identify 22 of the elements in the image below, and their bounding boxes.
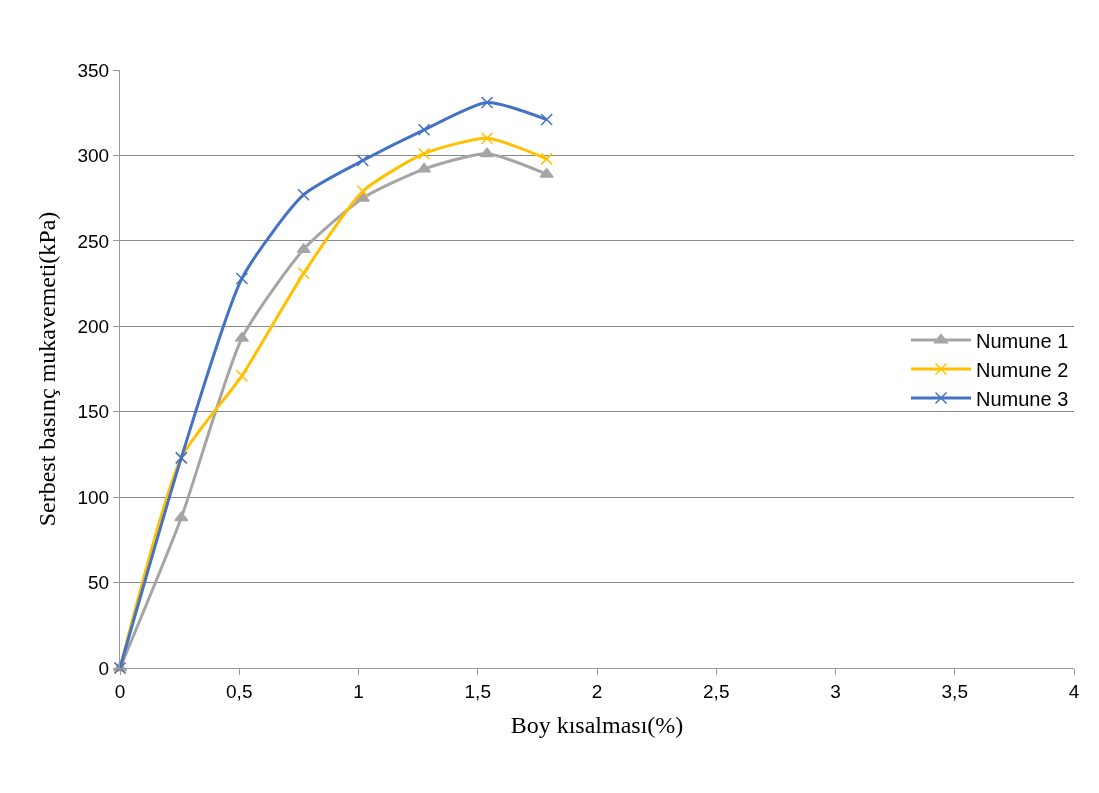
y-tick-label: 350 <box>77 59 110 81</box>
legend-label: Numune 3 <box>976 387 1069 410</box>
x-tick-label: 0,5 <box>226 680 253 702</box>
y-tick-label: 0 <box>98 657 110 679</box>
x-tick-label: 3 <box>830 680 841 702</box>
y-tick-label: 100 <box>77 486 110 508</box>
x-axis-title: Boy kısalması(%) <box>510 712 684 739</box>
x-tick-label: 2,5 <box>703 680 730 702</box>
x-tick-label: 3,5 <box>941 680 968 702</box>
x-tick-label: 2 <box>591 680 603 702</box>
legend-label: Numune 1 <box>976 329 1069 352</box>
legend-label: Numune 2 <box>976 358 1069 381</box>
y-tick-label: 150 <box>77 401 110 423</box>
x-tick-label: 1 <box>353 680 364 702</box>
y-tick-label: 300 <box>77 145 110 167</box>
x-tick-label: 0 <box>114 680 126 702</box>
y-axis-title: Serbest basınç mukavemeti(kPa) <box>33 211 60 527</box>
y-tick-label: 250 <box>77 230 110 252</box>
y-tick-label: 50 <box>88 572 110 594</box>
y-tick-label: 200 <box>77 315 110 337</box>
x-tick-label: 4 <box>1068 680 1080 702</box>
x-tick-label: 1,5 <box>464 680 491 702</box>
